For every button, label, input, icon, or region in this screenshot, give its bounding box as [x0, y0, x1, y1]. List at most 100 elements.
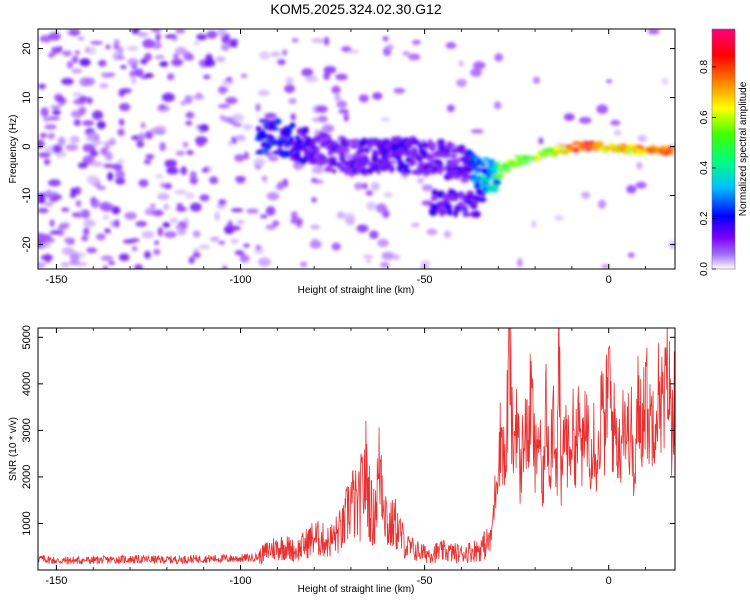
noise-blob — [446, 104, 455, 113]
noise-blob — [596, 104, 609, 114]
signal-blob — [371, 154, 379, 163]
snr-ytick-label: 5000 — [21, 325, 33, 349]
signal-blob — [579, 141, 584, 145]
noise-blob — [157, 193, 170, 201]
noise-blob — [115, 169, 125, 179]
noise-blob — [38, 83, 47, 89]
signal-blob — [376, 139, 384, 144]
noise-blob — [118, 253, 130, 262]
noise-blob — [265, 206, 276, 216]
signal-blob — [320, 132, 329, 138]
noise-blob — [186, 150, 194, 155]
signal-blob — [422, 169, 431, 177]
colorbar-tick-label: 0.8 — [699, 60, 710, 74]
noise-blob — [260, 214, 268, 219]
signal-blob — [329, 158, 337, 167]
snr-plot-area — [38, 328, 675, 570]
noise-blob — [221, 43, 230, 52]
noise-blob — [84, 77, 96, 86]
figure-title: KOM5.2025.324.02.30.G12 — [270, 1, 441, 17]
signal-blob — [289, 122, 296, 129]
signal-blob — [494, 161, 500, 168]
noise-blob — [420, 260, 431, 268]
noise-blob — [135, 220, 148, 227]
snr-ytick-label: 1000 — [21, 511, 33, 535]
colorbar-tick-label: 0.2 — [699, 211, 710, 225]
noise-blob — [470, 68, 482, 77]
snr-xlabel: Height of straight line (km) — [298, 584, 415, 595]
noise-blob — [126, 45, 139, 51]
noise-blob — [195, 136, 208, 145]
noise-blob — [74, 262, 88, 266]
noise-blob — [310, 224, 321, 230]
noise-blob — [92, 110, 104, 120]
noise-blob — [116, 45, 124, 56]
noise-blob — [597, 199, 607, 209]
noise-blob — [77, 162, 88, 169]
snr-x-ticks: -150 -100 -50 0 — [45, 328, 646, 587]
noise-blob — [82, 120, 95, 127]
noise-blob — [338, 109, 349, 114]
noise-blob — [124, 211, 137, 220]
signal-blob — [447, 208, 453, 216]
noise-blob — [175, 46, 187, 56]
noise-blob — [187, 54, 195, 61]
noise-blob — [38, 196, 46, 204]
noise-blob — [291, 38, 299, 43]
noise-blob — [255, 244, 262, 251]
noise-blob — [635, 181, 647, 189]
colorbar-label: Normalized spectral amplitude — [738, 81, 749, 216]
noise-blob — [38, 139, 45, 149]
noise-blob — [82, 143, 96, 153]
noise-blob — [636, 161, 643, 170]
noise-blob — [230, 238, 239, 244]
noise-blob — [74, 50, 81, 55]
noise-blob — [129, 238, 140, 243]
noise-blob — [230, 42, 238, 48]
spectrogram-x-ticks: -150 -100 -50 0 — [45, 29, 646, 286]
noise-blob — [89, 150, 99, 157]
noise-blob — [189, 202, 202, 212]
signal-blob — [472, 212, 481, 218]
colorbar-gradient — [712, 29, 735, 269]
signal-blob — [490, 186, 500, 191]
signal-blob — [285, 133, 290, 139]
noise-blob — [88, 46, 97, 55]
noise-blob — [43, 158, 51, 166]
noise-blob — [155, 173, 164, 179]
noise-blob — [379, 261, 390, 268]
signal-blob — [341, 146, 350, 154]
noise-blob — [117, 158, 124, 164]
signal-blob — [437, 161, 444, 167]
snr-ylabel: SNR (10 * v/v) — [8, 417, 19, 481]
noise-blob — [231, 113, 245, 123]
signal-blob — [440, 210, 446, 215]
noise-blob — [169, 217, 178, 224]
noise-blob — [71, 55, 79, 64]
signal-blob — [431, 203, 439, 211]
noise-blob — [235, 134, 246, 142]
noise-blob — [185, 111, 195, 119]
snr-y-ticks: 1000 2000 3000 4000 5000 — [21, 325, 675, 536]
noise-blob — [163, 203, 170, 211]
noise-blob — [336, 211, 345, 219]
noise-blob — [192, 230, 201, 238]
noise-blob — [38, 207, 49, 214]
noise-blob — [229, 38, 239, 45]
spectrogram-xlabel: Height of straight line (km) — [298, 285, 415, 296]
signal-blob — [482, 157, 490, 161]
signal-blob — [559, 144, 566, 148]
noise-blob — [185, 120, 193, 126]
signal-blob — [385, 162, 392, 168]
signal-blob — [462, 208, 469, 213]
signal-blob — [342, 160, 350, 165]
noise-blob — [229, 225, 242, 231]
noise-blob — [246, 208, 259, 214]
noise-blob — [115, 177, 126, 185]
signal-blob — [364, 147, 370, 154]
noise-blob — [243, 151, 250, 160]
noise-blob — [38, 152, 51, 158]
noise-blob — [143, 159, 152, 165]
noise-blob — [383, 192, 393, 198]
signal-blob — [481, 167, 489, 175]
